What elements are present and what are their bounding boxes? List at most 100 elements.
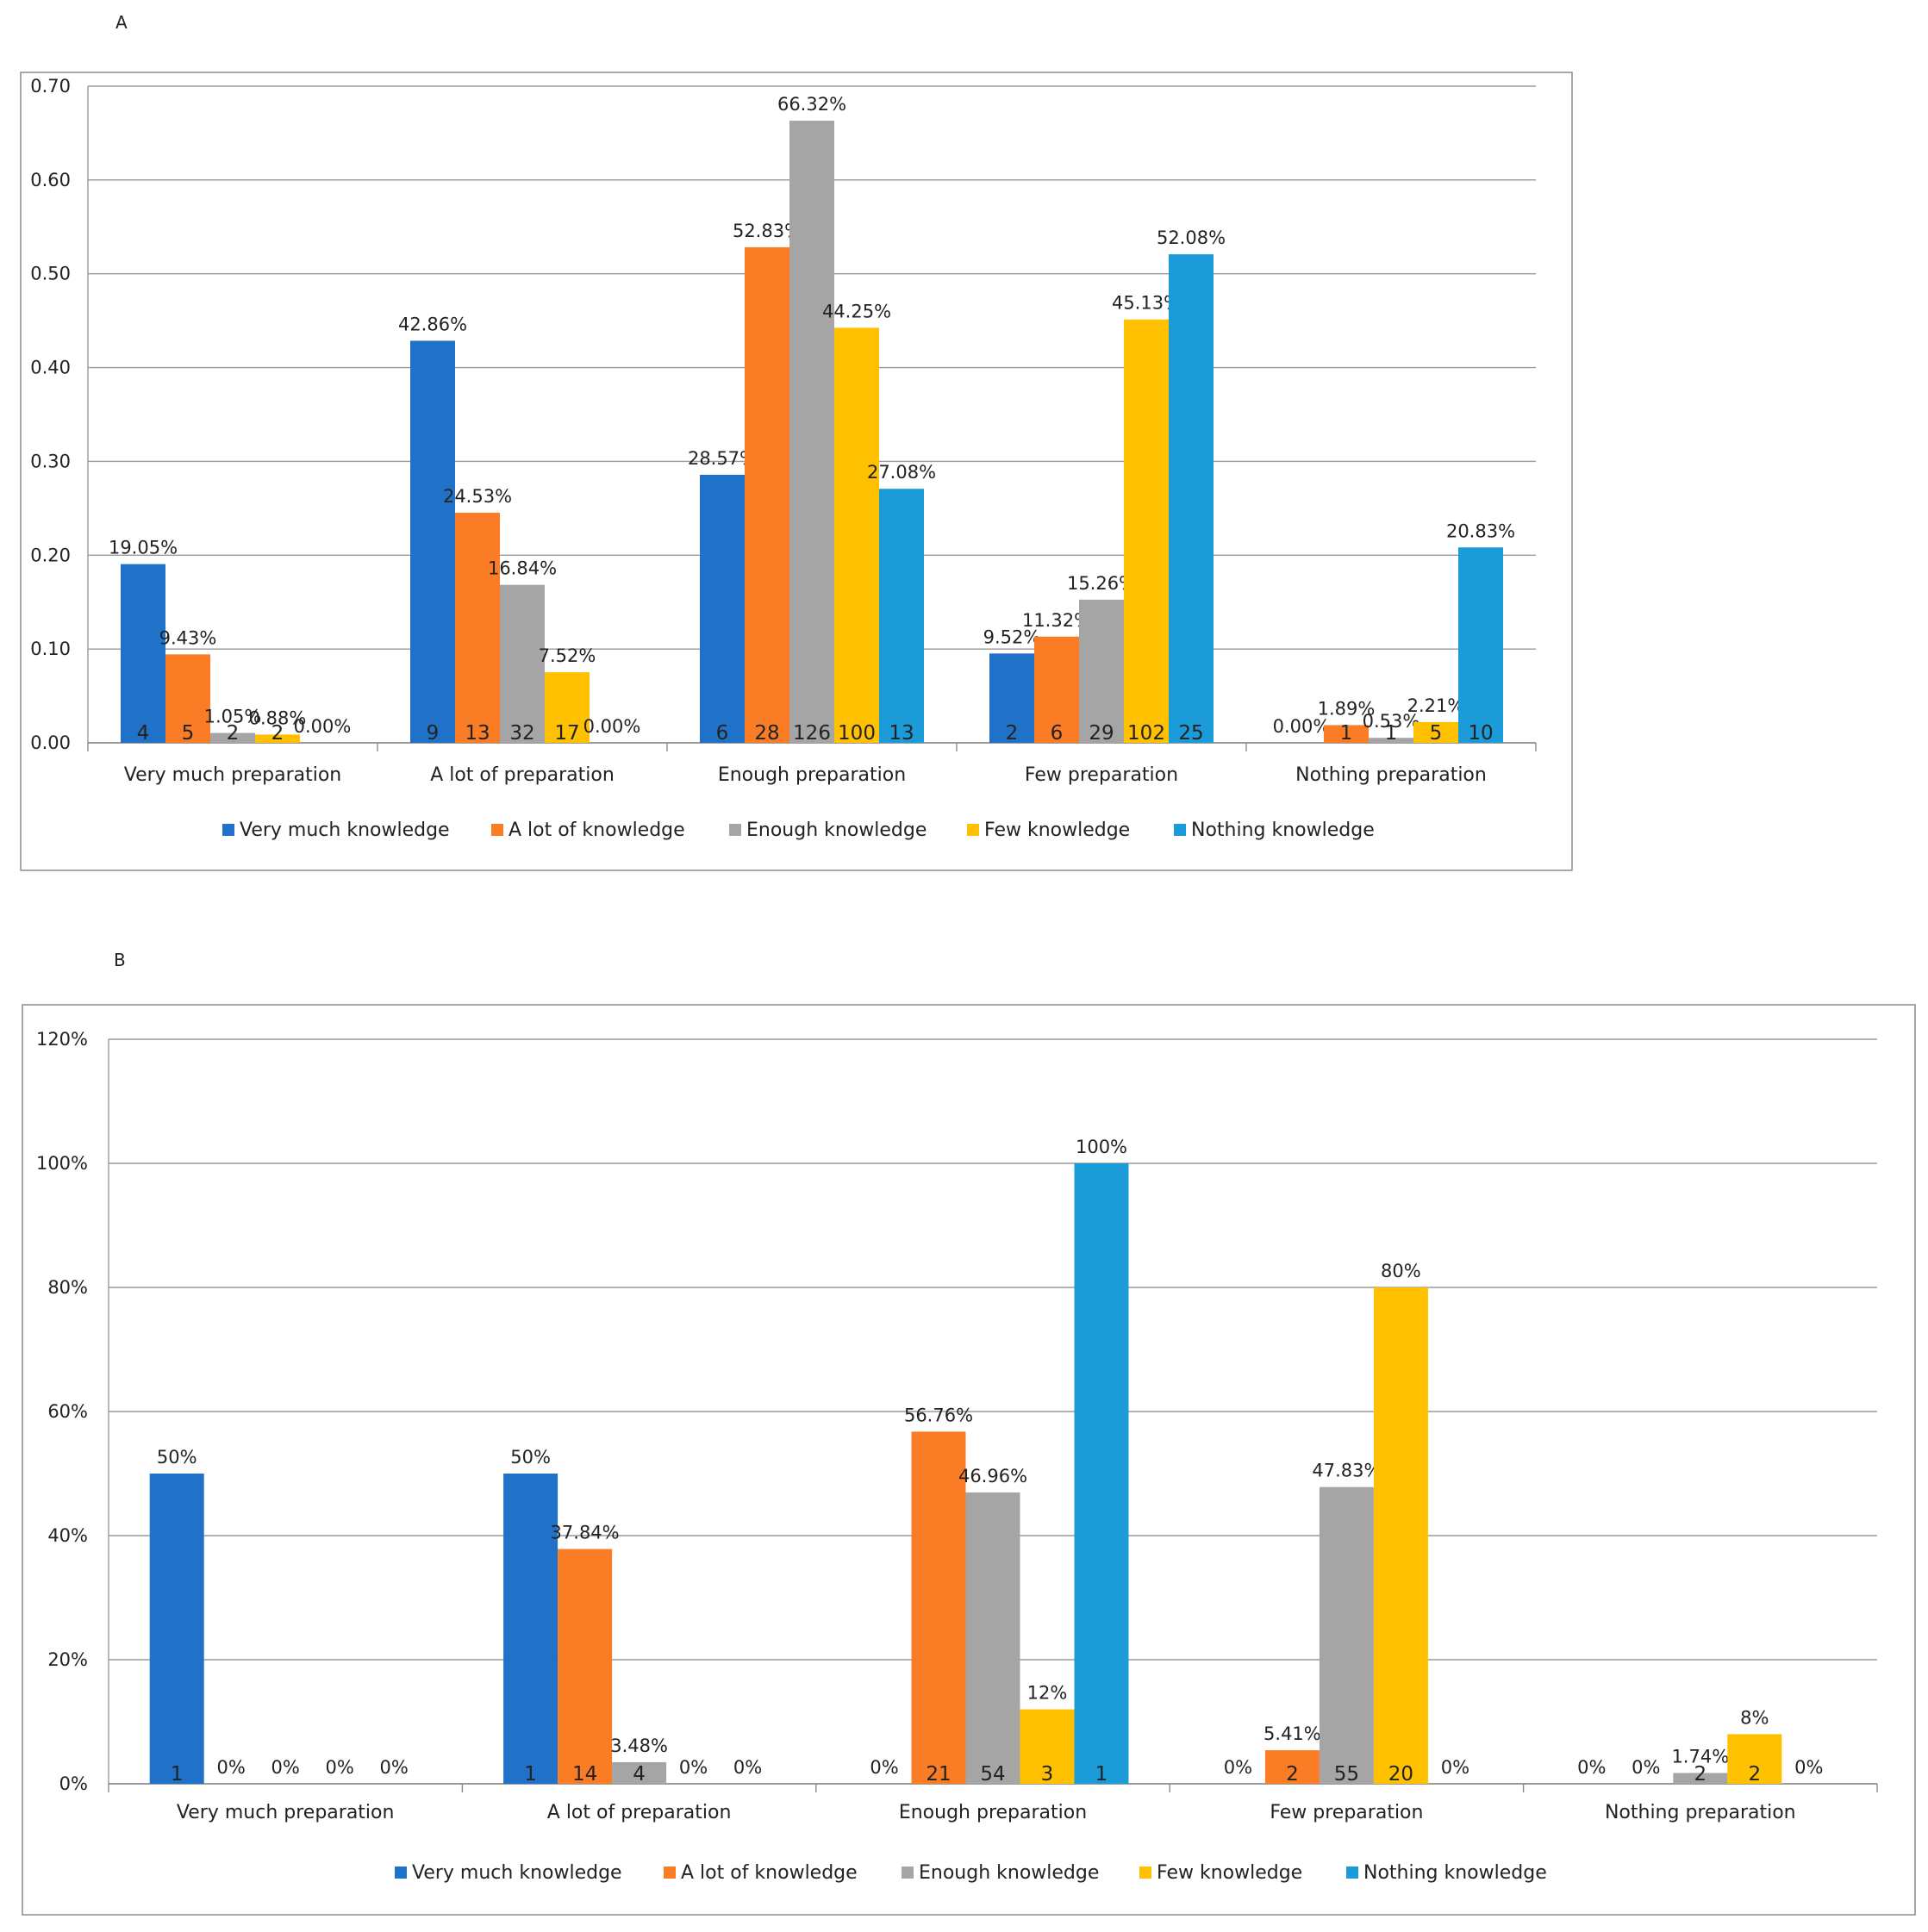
chart-a-count-label: 13 — [465, 722, 490, 745]
chart-a-count-label: 9 — [427, 722, 440, 745]
chart-b-bar — [1074, 1163, 1129, 1784]
chart-b-bar — [1319, 1486, 1374, 1784]
chart-b-count-label: 54 — [980, 1763, 1005, 1786]
chart-b-data-label: 37.84% — [551, 1523, 620, 1543]
chart-a-count-label: 1 — [1340, 722, 1353, 745]
chart-a-y-tick-label: 0.30 — [30, 451, 71, 471]
chart-a-bar — [500, 584, 545, 743]
chart-b-data-label: 0% — [1224, 1757, 1252, 1778]
chart-b-category-label: Enough preparation — [899, 1802, 1087, 1823]
chart-b-data-label: 0% — [679, 1757, 708, 1778]
chart-a-data-label: 42.86% — [398, 314, 467, 334]
chart-a-data-label: 7.52% — [539, 645, 596, 666]
chart-a-category-label: Enough preparation — [718, 764, 906, 786]
chart-a-bar — [989, 653, 1034, 743]
chart-b-legend-swatch — [1346, 1867, 1358, 1879]
chart-b-data-label: 8% — [1740, 1707, 1769, 1728]
chart-b-legend-swatch — [1139, 1867, 1151, 1879]
chart-b-y-tick-label: 20% — [47, 1649, 88, 1670]
chart-b-count-label: 4 — [633, 1763, 646, 1786]
chart-b-legend-swatch — [664, 1867, 676, 1879]
chart-a-data-label: 0.88% — [249, 707, 307, 728]
chart-a-bar — [121, 564, 165, 743]
chart-a-count-label: 32 — [509, 722, 534, 745]
chart-b-bar — [965, 1492, 1020, 1784]
chart-b-bar — [149, 1474, 204, 1784]
chart-a-bar — [545, 672, 590, 743]
chart-a-data-label: 0.00% — [583, 716, 641, 737]
chart-a-legend-label: A lot of knowledge — [509, 820, 685, 841]
chart-a-bar — [1169, 254, 1214, 743]
chart-a-count-label: 6 — [1051, 722, 1064, 745]
chart-b-count-label: 55 — [1334, 1763, 1359, 1786]
chart-a-count-label: 126 — [793, 722, 831, 745]
chart-a-data-label: 0.53% — [1363, 711, 1420, 732]
chart-b-data-label: 0% — [1794, 1757, 1823, 1778]
chart-b-y-tick-label: 60% — [47, 1401, 88, 1422]
chart-b-data-label: 0% — [1441, 1757, 1469, 1778]
chart-b-category-label: Nothing preparation — [1605, 1802, 1796, 1823]
chart-b-category-label: Few preparation — [1270, 1802, 1423, 1823]
chart-a-count-label: 4 — [137, 722, 150, 745]
chart-b-legend-swatch — [395, 1867, 407, 1879]
chart-b-data-label: 46.96% — [958, 1466, 1027, 1486]
chart-a-y-tick-label: 0.20 — [30, 545, 71, 565]
chart-b-legend-label: Enough knowledge — [919, 1862, 1099, 1884]
chart-b-data-label: 47.83% — [1312, 1461, 1381, 1481]
chart-b-legend-label: A lot of knowledge — [681, 1862, 858, 1884]
chart-b-count-label: 1 — [171, 1763, 184, 1786]
chart-a-count-label: 5 — [1430, 722, 1443, 745]
chart-a-bar — [834, 327, 879, 743]
chart-a-y-tick-label: 0.60 — [30, 170, 71, 190]
chart-a-count-label: 28 — [754, 722, 779, 745]
chart-a-data-label: 52.08% — [1157, 227, 1226, 248]
panel-b-letter: B — [114, 950, 126, 970]
chart-b-count-label: 20 — [1388, 1763, 1413, 1786]
chart-b-count-label: 2 — [1286, 1763, 1299, 1786]
chart-a-count-label: 1 — [1385, 722, 1398, 745]
chart-b-data-label: 1.74% — [1671, 1746, 1729, 1767]
chart-b-count-label: 14 — [572, 1763, 597, 1786]
chart-b-data-label: 0% — [1577, 1757, 1606, 1778]
chart-a-data-label: 1.05% — [204, 707, 262, 727]
chart-a-y-tick-label: 0.00 — [30, 732, 71, 753]
chart-a-category-label: Few preparation — [1025, 764, 1178, 786]
chart-b-data-label: 0% — [380, 1757, 409, 1778]
chart-a-y-tick-label: 0.50 — [30, 264, 71, 284]
chart-a-count-label: 5 — [182, 722, 195, 745]
chart-a-count-label: 25 — [1178, 722, 1203, 745]
chart-a-count-label: 6 — [716, 722, 729, 745]
chart-b-data-label: 12% — [1027, 1683, 1068, 1704]
chart-a-bar — [1034, 636, 1079, 743]
chart-a-bar — [1124, 319, 1169, 743]
chart-a-y-tick-label: 0.40 — [30, 358, 71, 378]
chart-b-bar — [558, 1549, 613, 1784]
chart-b-data-label: 56.76% — [904, 1405, 973, 1425]
chart-a-category-label: A lot of preparation — [430, 764, 615, 786]
chart-b-y-tick-label: 80% — [47, 1277, 88, 1298]
chart-b-bar — [1373, 1287, 1428, 1784]
chart-a-data-label: 0.00% — [294, 716, 352, 737]
chart-a-bar — [410, 340, 455, 743]
chart-b-count-label: 1 — [524, 1763, 537, 1786]
chart-a-bar — [700, 474, 745, 743]
chart-b-data-label: 50% — [157, 1447, 197, 1468]
chart-a-count-label: 29 — [1089, 722, 1114, 745]
chart-a-count-label: 102 — [1127, 722, 1165, 745]
chart-a-data-label: 9.52% — [983, 626, 1041, 647]
chart-a-count-label: 2 — [1006, 722, 1019, 745]
chart-b-count-label: 2 — [1748, 1763, 1761, 1786]
chart-b-frame — [22, 1004, 1916, 1916]
chart-a-bar — [745, 246, 789, 743]
chart-b-y-tick-label: 0% — [59, 1773, 88, 1794]
chart-a-data-label: 19.05% — [109, 538, 178, 558]
chart-b-category-label: Very much preparation — [177, 1802, 395, 1823]
chart-b-legend-label: Few knowledge — [1157, 1862, 1302, 1884]
chart-a-bar — [255, 734, 300, 743]
chart-a-legend-label: Few knowledge — [984, 820, 1130, 841]
chart-b-y-tick-label: 100% — [36, 1153, 88, 1174]
chart-a-bar — [455, 512, 500, 743]
chart-a-category-label: Very much preparation — [124, 764, 342, 786]
chart-a-count-label: 17 — [554, 722, 579, 745]
